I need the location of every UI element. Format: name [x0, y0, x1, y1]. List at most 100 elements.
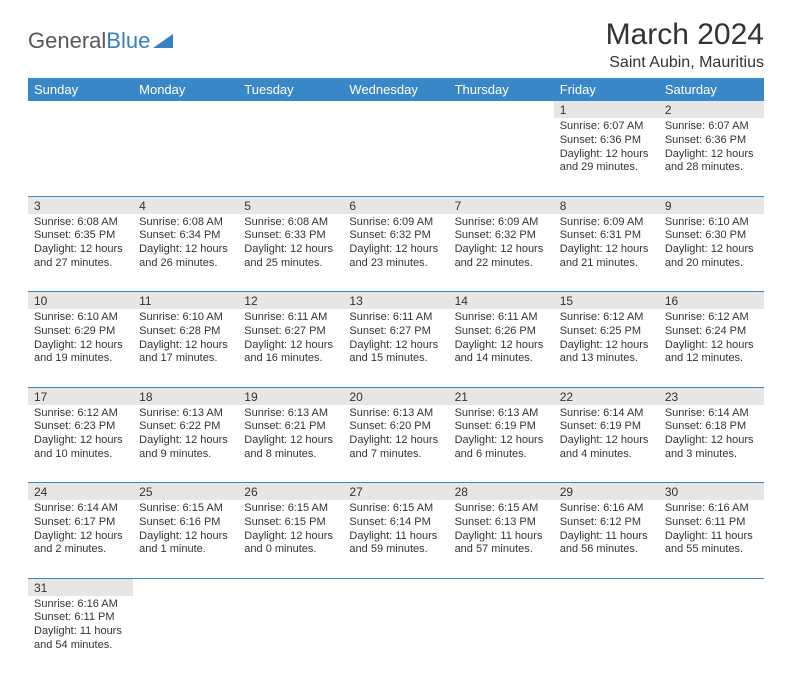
day-number-cell — [28, 101, 133, 118]
daylight-line: Daylight: 12 hours and 19 minutes. — [34, 339, 127, 367]
weekday-header: Sunday — [28, 78, 133, 101]
day-cell: Sunrise: 6:10 AMSunset: 6:30 PMDaylight:… — [659, 214, 764, 292]
sunset-line: Sunset: 6:27 PM — [244, 325, 337, 339]
daylight-line: Daylight: 12 hours and 22 minutes. — [455, 243, 548, 271]
day-number-cell: 7 — [449, 196, 554, 214]
sunrise-line: Sunrise: 6:15 AM — [244, 502, 337, 516]
daylight-line: Daylight: 12 hours and 4 minutes. — [560, 434, 653, 462]
day-cell: Sunrise: 6:11 AMSunset: 6:26 PMDaylight:… — [449, 309, 554, 387]
sunrise-line: Sunrise: 6:09 AM — [455, 216, 548, 230]
month-title: March 2024 — [606, 18, 764, 52]
sunrise-line: Sunrise: 6:13 AM — [139, 407, 232, 421]
sunset-line: Sunset: 6:18 PM — [665, 420, 758, 434]
day-body-row: Sunrise: 6:12 AMSunset: 6:23 PMDaylight:… — [28, 405, 764, 483]
daylight-line: Daylight: 12 hours and 7 minutes. — [349, 434, 442, 462]
sunset-line: Sunset: 6:29 PM — [34, 325, 127, 339]
sunrise-line: Sunrise: 6:16 AM — [560, 502, 653, 516]
day-cell: Sunrise: 6:13 AMSunset: 6:21 PMDaylight:… — [238, 405, 343, 483]
sunrise-line: Sunrise: 6:14 AM — [34, 502, 127, 516]
daylight-line: Daylight: 12 hours and 17 minutes. — [139, 339, 232, 367]
day-cell: Sunrise: 6:16 AMSunset: 6:12 PMDaylight:… — [554, 500, 659, 578]
day-number-row: 24252627282930 — [28, 483, 764, 501]
day-number-cell: 13 — [343, 292, 448, 310]
day-cell: Sunrise: 6:07 AMSunset: 6:36 PMDaylight:… — [659, 118, 764, 196]
weekday-header: Tuesday — [238, 78, 343, 101]
sunset-line: Sunset: 6:19 PM — [560, 420, 653, 434]
day-number-cell: 31 — [28, 578, 133, 596]
sunset-line: Sunset: 6:24 PM — [665, 325, 758, 339]
daylight-line: Daylight: 11 hours and 54 minutes. — [34, 625, 127, 653]
sunrise-line: Sunrise: 6:08 AM — [244, 216, 337, 230]
sunset-line: Sunset: 6:27 PM — [349, 325, 442, 339]
day-cell — [133, 118, 238, 196]
sunrise-line: Sunrise: 6:10 AM — [34, 311, 127, 325]
sunrise-line: Sunrise: 6:12 AM — [665, 311, 758, 325]
day-cell: Sunrise: 6:07 AMSunset: 6:36 PMDaylight:… — [554, 118, 659, 196]
daylight-line: Daylight: 12 hours and 9 minutes. — [139, 434, 232, 462]
sunset-line: Sunset: 6:23 PM — [34, 420, 127, 434]
sunrise-line: Sunrise: 6:12 AM — [34, 407, 127, 421]
daylight-line: Daylight: 11 hours and 56 minutes. — [560, 530, 653, 558]
weekday-header: Friday — [554, 78, 659, 101]
day-number-cell — [343, 101, 448, 118]
sunset-line: Sunset: 6:35 PM — [34, 229, 127, 243]
day-number-cell — [238, 578, 343, 596]
day-number-cell: 4 — [133, 196, 238, 214]
daylight-line: Daylight: 12 hours and 6 minutes. — [455, 434, 548, 462]
sunrise-line: Sunrise: 6:15 AM — [349, 502, 442, 516]
day-cell: Sunrise: 6:10 AMSunset: 6:28 PMDaylight:… — [133, 309, 238, 387]
sunrise-line: Sunrise: 6:07 AM — [665, 120, 758, 134]
day-cell: Sunrise: 6:11 AMSunset: 6:27 PMDaylight:… — [238, 309, 343, 387]
weekday-header: Wednesday — [343, 78, 448, 101]
day-cell: Sunrise: 6:09 AMSunset: 6:32 PMDaylight:… — [343, 214, 448, 292]
day-number-cell: 3 — [28, 196, 133, 214]
sunset-line: Sunset: 6:13 PM — [455, 516, 548, 530]
day-number-cell: 26 — [238, 483, 343, 501]
day-number-cell: 8 — [554, 196, 659, 214]
day-cell: Sunrise: 6:15 AMSunset: 6:15 PMDaylight:… — [238, 500, 343, 578]
day-number-cell: 5 — [238, 196, 343, 214]
sunrise-line: Sunrise: 6:10 AM — [139, 311, 232, 325]
sunrise-line: Sunrise: 6:12 AM — [560, 311, 653, 325]
logo-text-blue: Blue — [106, 28, 150, 54]
sunset-line: Sunset: 6:16 PM — [139, 516, 232, 530]
day-cell: Sunrise: 6:08 AMSunset: 6:35 PMDaylight:… — [28, 214, 133, 292]
daylight-line: Daylight: 12 hours and 16 minutes. — [244, 339, 337, 367]
day-number-row: 31 — [28, 578, 764, 596]
day-cell — [133, 596, 238, 674]
sunrise-line: Sunrise: 6:16 AM — [34, 598, 127, 612]
logo: GeneralBlue — [28, 18, 173, 56]
daylight-line: Daylight: 12 hours and 0 minutes. — [244, 530, 337, 558]
sunrise-line: Sunrise: 6:13 AM — [455, 407, 548, 421]
location: Saint Aubin, Mauritius — [606, 54, 764, 72]
daylight-line: Daylight: 11 hours and 57 minutes. — [455, 530, 548, 558]
day-number-cell: 30 — [659, 483, 764, 501]
daylight-line: Daylight: 12 hours and 2 minutes. — [34, 530, 127, 558]
daylight-line: Daylight: 12 hours and 12 minutes. — [665, 339, 758, 367]
day-body-row: Sunrise: 6:14 AMSunset: 6:17 PMDaylight:… — [28, 500, 764, 578]
day-cell — [238, 596, 343, 674]
day-number-cell: 27 — [343, 483, 448, 501]
day-number-cell: 12 — [238, 292, 343, 310]
day-cell — [343, 596, 448, 674]
sunrise-line: Sunrise: 6:15 AM — [455, 502, 548, 516]
sunrise-line: Sunrise: 6:09 AM — [349, 216, 442, 230]
day-number-cell — [659, 578, 764, 596]
sunrise-line: Sunrise: 6:14 AM — [665, 407, 758, 421]
day-cell: Sunrise: 6:14 AMSunset: 6:18 PMDaylight:… — [659, 405, 764, 483]
day-cell: Sunrise: 6:16 AMSunset: 6:11 PMDaylight:… — [28, 596, 133, 674]
weekday-header-row: Sunday Monday Tuesday Wednesday Thursday… — [28, 78, 764, 101]
daylight-line: Daylight: 12 hours and 23 minutes. — [349, 243, 442, 271]
day-number-cell: 2 — [659, 101, 764, 118]
sunset-line: Sunset: 6:30 PM — [665, 229, 758, 243]
day-cell: Sunrise: 6:14 AMSunset: 6:19 PMDaylight:… — [554, 405, 659, 483]
day-number-cell: 11 — [133, 292, 238, 310]
day-number-cell: 10 — [28, 292, 133, 310]
day-body-row: Sunrise: 6:07 AMSunset: 6:36 PMDaylight:… — [28, 118, 764, 196]
daylight-line: Daylight: 12 hours and 10 minutes. — [34, 434, 127, 462]
day-cell — [343, 118, 448, 196]
sunrise-line: Sunrise: 6:15 AM — [139, 502, 232, 516]
day-cell — [449, 596, 554, 674]
sunset-line: Sunset: 6:21 PM — [244, 420, 337, 434]
sunrise-line: Sunrise: 6:11 AM — [349, 311, 442, 325]
